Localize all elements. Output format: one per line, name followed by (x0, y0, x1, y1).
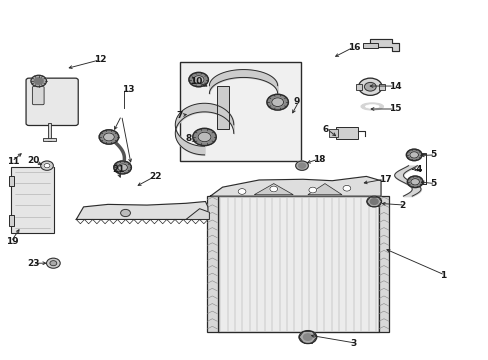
Bar (11, 167, 54, 233)
Polygon shape (210, 176, 380, 196)
Text: 19: 19 (5, 237, 18, 246)
Circle shape (409, 152, 418, 158)
Circle shape (41, 161, 53, 170)
Circle shape (271, 98, 283, 107)
Text: 20: 20 (27, 156, 40, 165)
Text: 10: 10 (189, 77, 202, 86)
Circle shape (369, 199, 377, 204)
Circle shape (198, 132, 210, 142)
Bar (328, 130, 337, 136)
Circle shape (193, 76, 203, 84)
Bar (378, 84, 384, 90)
Bar (47, 123, 51, 140)
Circle shape (298, 163, 305, 168)
Bar (9, 215, 14, 226)
Bar (217, 196, 378, 332)
Circle shape (266, 94, 288, 110)
Bar (362, 42, 377, 48)
Bar (42, 138, 56, 141)
Circle shape (121, 210, 130, 217)
Bar (378, 196, 388, 332)
Text: 22: 22 (149, 172, 162, 181)
Circle shape (114, 161, 131, 174)
Text: 16: 16 (347, 43, 360, 52)
Text: 6: 6 (322, 125, 328, 134)
Circle shape (50, 261, 57, 266)
Bar (206, 196, 217, 332)
Text: 17: 17 (378, 175, 390, 184)
Text: 5: 5 (429, 179, 435, 188)
Bar (180, 62, 301, 161)
Text: 21: 21 (112, 165, 124, 174)
Bar (355, 84, 361, 90)
Text: 5: 5 (429, 150, 435, 159)
Text: 4: 4 (414, 165, 421, 174)
Bar (335, 127, 357, 139)
Text: 8: 8 (185, 134, 192, 143)
Circle shape (366, 196, 381, 207)
Text: 9: 9 (293, 97, 299, 106)
Bar (216, 86, 228, 129)
Text: 12: 12 (94, 55, 106, 64)
Circle shape (44, 163, 50, 168)
Circle shape (269, 186, 277, 192)
Circle shape (192, 129, 216, 145)
Text: 7: 7 (176, 111, 182, 120)
Ellipse shape (365, 105, 378, 108)
Circle shape (410, 179, 419, 185)
FancyBboxPatch shape (26, 78, 78, 126)
Circle shape (303, 334, 312, 340)
Text: 13: 13 (122, 85, 134, 94)
Text: 1: 1 (439, 270, 445, 279)
Text: 3: 3 (350, 339, 356, 348)
Circle shape (364, 82, 375, 91)
Polygon shape (76, 202, 207, 220)
Polygon shape (254, 184, 293, 195)
Circle shape (34, 78, 43, 84)
Circle shape (31, 75, 46, 87)
Circle shape (299, 330, 316, 343)
Polygon shape (307, 184, 341, 195)
Circle shape (103, 133, 114, 141)
Text: 15: 15 (388, 104, 401, 113)
Circle shape (295, 161, 308, 170)
Circle shape (118, 164, 127, 171)
Polygon shape (185, 209, 209, 220)
Text: 2: 2 (399, 201, 405, 210)
FancyBboxPatch shape (32, 86, 44, 105)
Ellipse shape (360, 103, 383, 110)
Circle shape (407, 176, 422, 188)
Circle shape (358, 78, 381, 95)
Circle shape (342, 185, 350, 191)
Circle shape (238, 189, 245, 194)
Circle shape (46, 258, 60, 268)
Circle shape (188, 72, 208, 87)
Circle shape (308, 187, 316, 193)
Text: 11: 11 (6, 157, 19, 166)
Circle shape (99, 130, 119, 144)
Bar (9, 176, 14, 186)
Polygon shape (365, 39, 398, 51)
Text: 23: 23 (27, 259, 40, 268)
Circle shape (406, 149, 421, 161)
Text: 18: 18 (312, 155, 325, 164)
Text: 14: 14 (388, 82, 401, 91)
